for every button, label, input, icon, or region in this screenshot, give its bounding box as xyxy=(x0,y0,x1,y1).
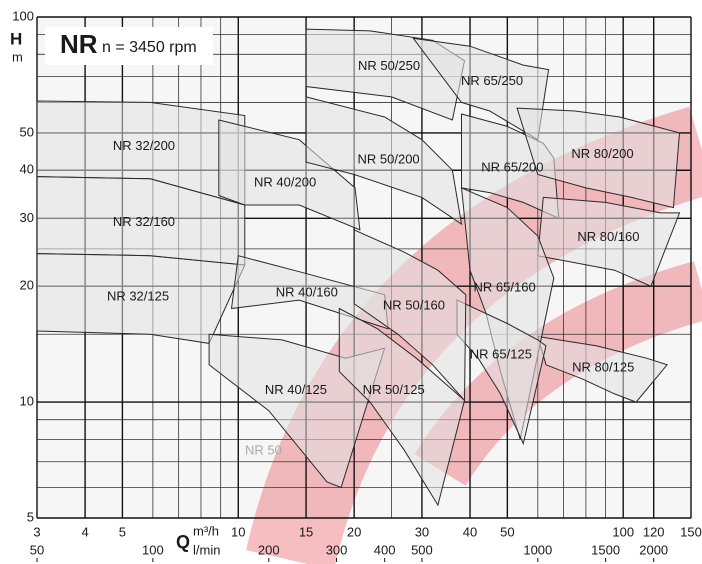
x-tick-label: 20 xyxy=(347,524,361,539)
region-label: NR 32/160 xyxy=(113,214,175,229)
region-label: NR 40/160 xyxy=(276,285,338,300)
chart: 5 10 20 30 40 50 100 3 4 5 10 15 20 30 40 50 100 120 150 50… xyxy=(0,0,702,564)
x-tick-label: 5 xyxy=(119,524,126,539)
x2-tick-label: 100 xyxy=(142,542,164,557)
y-tick-label: 20 xyxy=(20,278,34,293)
region-label: NR 65/160 xyxy=(474,279,536,294)
region-label: NR 80/160 xyxy=(577,229,639,244)
region-label: NR 65/200 xyxy=(481,159,543,174)
region-label: NR 50/250 xyxy=(358,58,420,73)
x-tick-label: 150 xyxy=(680,524,702,539)
y-tick-label: 30 xyxy=(20,210,34,225)
x2-tick-label: 300 xyxy=(326,542,348,557)
x2-tick-label: 50 xyxy=(30,542,44,557)
x2-tick-label: 400 xyxy=(374,542,396,557)
region-label: NR 50/160 xyxy=(383,298,445,313)
x-tick-label: 120 xyxy=(643,524,665,539)
chart-title: NR xyxy=(60,29,98,59)
chart-subtitle: n = 3450 rpm xyxy=(102,39,197,56)
watermark: NR 50 xyxy=(245,442,282,457)
x-tick-label: 10 xyxy=(231,524,245,539)
x-tick-label: 4 xyxy=(81,524,88,539)
region-label: NR 80/200 xyxy=(571,146,633,161)
x2-tick-label: 500 xyxy=(411,542,433,557)
region-label: NR 40/200 xyxy=(254,175,316,190)
x-tick-label: 3 xyxy=(33,524,40,539)
x2-tick-label: 2000 xyxy=(639,542,668,557)
y-tick-label: 5 xyxy=(27,509,34,524)
region-label: NR 80/125 xyxy=(572,360,634,375)
x2-axis-unit: l/min xyxy=(193,542,220,557)
x-axis-label: Q xyxy=(176,532,190,552)
region-label: NR 32/200 xyxy=(113,138,175,153)
x2-tick-label: 200 xyxy=(258,542,280,557)
y-tick-label: 10 xyxy=(20,394,34,409)
y-tick-label: 50 xyxy=(20,124,34,139)
x2-tick-label: 1000 xyxy=(523,542,552,557)
x-tick-label: 30 xyxy=(415,524,429,539)
region-label: NR 65/250 xyxy=(461,73,523,88)
y-tick-label: 100 xyxy=(12,8,34,23)
region-label: NR 65/125 xyxy=(470,346,532,361)
x-tick-label: 100 xyxy=(612,524,634,539)
x-tick-label: 15 xyxy=(299,524,313,539)
y-axis-unit: m xyxy=(12,49,23,64)
x-tick-label: 50 xyxy=(500,524,514,539)
region-label: NR 50/200 xyxy=(358,152,420,167)
y-axis-label: H xyxy=(10,29,22,48)
region-label: NR 32/125 xyxy=(107,289,169,304)
x-tick-label: 40 xyxy=(463,524,477,539)
x2-tick-label: 1500 xyxy=(591,542,620,557)
x-axis-unit: m³/h xyxy=(193,523,219,538)
y-tick-label: 40 xyxy=(20,162,34,177)
region-label: NR 40/125 xyxy=(265,382,327,397)
region-label: NR 50/125 xyxy=(363,382,425,397)
